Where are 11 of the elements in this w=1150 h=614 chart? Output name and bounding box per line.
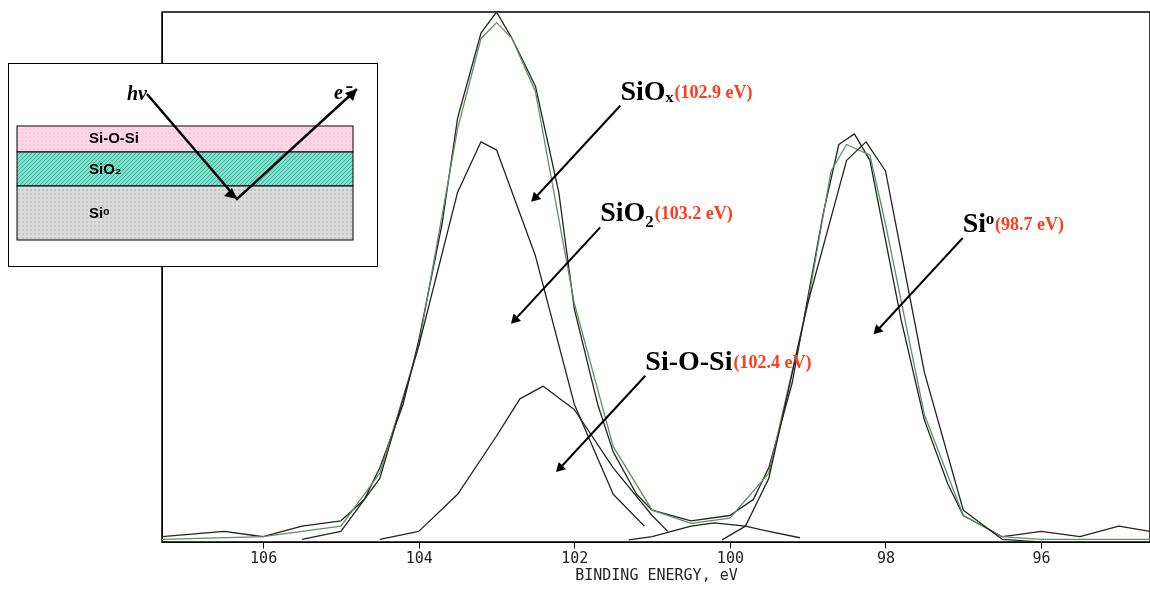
annotation: SiO₂(103.2 eV)	[600, 196, 733, 228]
x-tick-label: 104	[405, 548, 433, 567]
layer-stack-diagram: hν e⁻ Si-O-Si SiO₂ Siᵒ	[8, 63, 378, 267]
x-tick-label: 102	[561, 548, 589, 567]
annotation: Siᵒ(98.7 eV)	[962, 207, 1065, 238]
annotation: SiOₓ(102.9 eV)	[620, 74, 753, 106]
x-axis-title: BINDING ENERGY, eV	[575, 565, 738, 584]
x-tick-label: 100	[716, 548, 744, 567]
x-tick-label: 98	[876, 548, 896, 567]
x-tick-label: 106	[250, 548, 278, 567]
x-tick-label: 96	[1032, 548, 1051, 567]
